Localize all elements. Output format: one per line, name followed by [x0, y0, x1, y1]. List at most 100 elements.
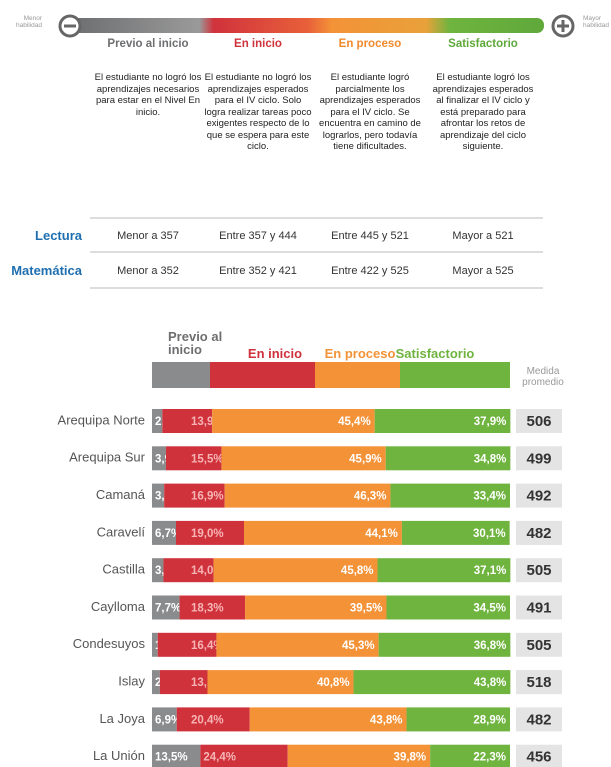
value-label: 34,5% — [473, 603, 506, 615]
value-label: 33,4% — [473, 491, 506, 503]
average-value: 492 — [526, 488, 551, 505]
level-description: El estudiante no logró los aprendizajes … — [94, 72, 202, 118]
average-label: Medida promedio — [522, 366, 564, 388]
bar-segment — [245, 595, 387, 620]
bar-segment — [152, 595, 180, 620]
category-label: Arequipa Sur — [69, 450, 146, 465]
average-value: 506 — [526, 413, 551, 430]
category-label: La Unión — [93, 748, 145, 763]
bar-segment — [152, 632, 158, 657]
bar-segment — [430, 744, 510, 767]
category-label: Castilla — [102, 562, 145, 577]
bar-segment — [390, 483, 510, 508]
bar-segment — [207, 670, 354, 695]
bar-segment — [176, 707, 250, 732]
range-cell: Mayor a 525 — [452, 265, 514, 277]
legend-swatch — [400, 362, 510, 388]
value-label: 46,3% — [354, 491, 387, 503]
value-label: 19,0% — [191, 528, 224, 540]
bar-segment — [287, 744, 431, 767]
category-label: Caravelí — [97, 524, 146, 539]
category-label: Condesuyos — [73, 636, 146, 651]
bar-segment — [386, 595, 510, 620]
bar-segment — [221, 446, 386, 471]
average-value: 456 — [526, 749, 551, 766]
average-box — [516, 595, 562, 620]
range-cell: Entre 352 y 421 — [219, 265, 297, 277]
average-box — [516, 744, 562, 767]
value-label: 20,4% — [191, 714, 224, 726]
bar-segment — [152, 707, 177, 732]
value-label: 6,7% — [155, 528, 181, 540]
value-label: 24,4% — [203, 752, 236, 764]
bar-segment — [163, 558, 214, 583]
value-label: 44,1% — [365, 528, 398, 540]
value-label: 16,9% — [191, 491, 224, 503]
average-value: 505 — [526, 562, 551, 579]
range-cell: Menor a 357 — [117, 230, 179, 242]
bar-segment — [200, 744, 288, 767]
level-name: En inicio — [234, 38, 282, 50]
legend-swatch — [210, 362, 315, 388]
bar-segment — [152, 409, 163, 433]
value-label: 39,5% — [350, 603, 383, 615]
value-label: 13,5% — [155, 752, 188, 764]
bar-segment — [401, 520, 510, 545]
bar-segment — [385, 446, 511, 471]
level-description: El estudiante logró los aprendizajes esp… — [432, 72, 534, 152]
legend-label: En proceso — [324, 346, 396, 361]
range-cell: Mayor a 521 — [452, 230, 514, 242]
average-box — [516, 409, 562, 433]
level-description: El estudiante logró parcialmente los apr… — [319, 72, 421, 152]
bar-segment — [212, 409, 375, 433]
bar-segment — [152, 483, 165, 508]
category-label: Camaná — [96, 487, 146, 502]
category-label: Caylloma — [91, 599, 146, 614]
average-value: 518 — [526, 674, 551, 691]
value-label: 40,8% — [317, 677, 350, 689]
value-label: 45,8% — [341, 565, 374, 577]
level-description: El estudiante no logró los aprendizajes … — [204, 72, 312, 152]
average-value: 499 — [526, 450, 551, 467]
bar-segment — [152, 744, 201, 767]
bar-segment — [152, 446, 166, 471]
value-label: 43,8% — [370, 714, 403, 726]
category-label: Islay — [118, 674, 145, 689]
scale-bar — [72, 18, 544, 33]
bar-segment — [164, 483, 225, 508]
average-value: 482 — [526, 711, 551, 728]
bar-segment — [224, 483, 391, 508]
average-value: 482 — [526, 525, 551, 542]
legend-label: Satisfactorio — [395, 346, 475, 361]
value-label: 28,9% — [473, 714, 506, 726]
average-box — [516, 707, 562, 732]
bar-segment — [244, 520, 402, 545]
bar-segment — [179, 595, 246, 620]
level-name: Previo al inicio — [107, 38, 189, 50]
max-label: Mayor habilidad — [583, 15, 610, 29]
legend-label: En inicio — [247, 346, 303, 361]
average-box — [516, 483, 562, 508]
average-box — [516, 558, 562, 583]
subject: Lectura — [35, 228, 82, 243]
legend-swatch — [152, 362, 210, 388]
level-name: Satisfactorio — [448, 38, 518, 50]
value-label: 22,3% — [473, 752, 506, 764]
min-label: Menor habilidad — [15, 15, 42, 29]
bar-segment — [157, 632, 217, 657]
value-label: 45,4% — [338, 416, 371, 428]
range-cell: Entre 422 y 525 — [331, 265, 409, 277]
bar-segment — [406, 707, 510, 732]
bar-segment — [159, 670, 208, 695]
average-value: 491 — [526, 599, 551, 616]
value-label: 34,8% — [474, 453, 507, 465]
category-label: La Joya — [99, 711, 145, 726]
bar-segment — [152, 558, 164, 583]
bar-segment — [175, 520, 245, 545]
average-value: 505 — [526, 637, 551, 654]
value-label: 16,4% — [191, 640, 224, 652]
legend-label: Previo al inicio — [168, 329, 223, 357]
value-label: 30,1% — [473, 528, 506, 540]
value-label: 37,1% — [474, 565, 507, 577]
